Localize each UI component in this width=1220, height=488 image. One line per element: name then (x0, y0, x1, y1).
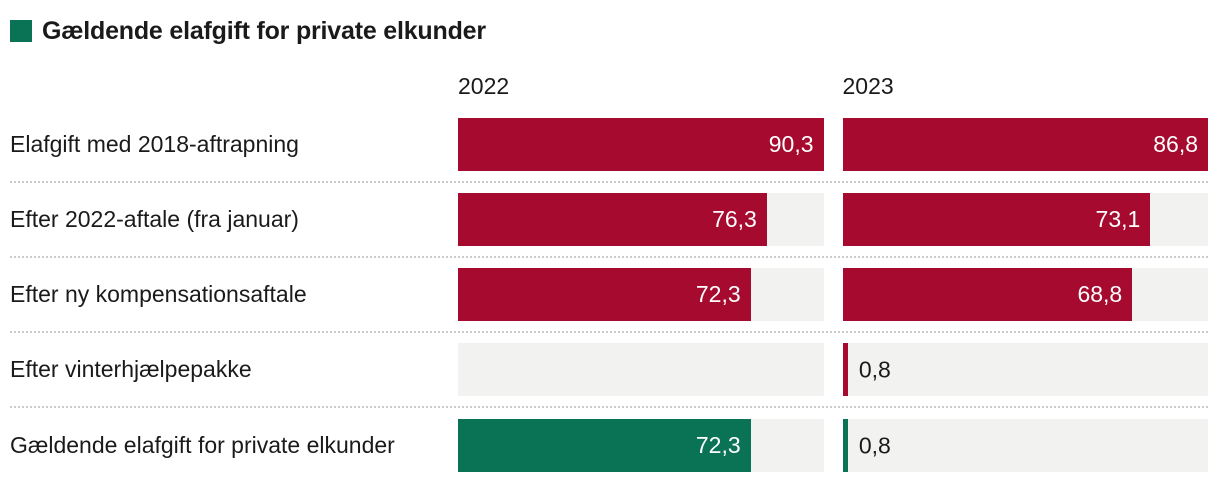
row-label: Gældende elafgift for private elkunder (10, 432, 395, 459)
bar-value-label-outside: 0,8 (858, 356, 891, 382)
bar-2022: 76,3 (458, 193, 767, 246)
chart-title: Gældende elafgift for private elkunder (42, 16, 486, 45)
bar-2023: 68,8 (842, 268, 1133, 321)
row-label: Efter 2022-aftale (fra januar) (10, 206, 299, 233)
bar-2023 (842, 343, 848, 396)
column-header-2022: 2022 (458, 73, 510, 99)
row-label: Efter vinterhjælpepakke (10, 356, 252, 383)
chart-row: Efter vinterhjælpepakke 0,8 (10, 333, 1208, 408)
bar-2022: 90,3 (458, 118, 824, 171)
bar-value-label: 72,3 (695, 281, 741, 307)
bar-2023 (842, 419, 848, 472)
bar-track-2023: 73,1 (842, 193, 1208, 246)
bar-value-label: 90,3 (768, 131, 814, 157)
bar-track-2023: 0,8 (842, 419, 1208, 472)
bar-2022: 72,3 (458, 419, 751, 472)
bar-2023: 73,1 (842, 193, 1151, 246)
bar-value-label: 76,3 (712, 206, 757, 232)
chart-row: Gældende elafgift for private elkunder 7… (10, 408, 1208, 483)
chart-row: Efter 2022-aftale (fra januar) 76,3 73,1 (10, 183, 1208, 258)
bar-track-2022: 90,3 (458, 118, 824, 171)
bar-value-label: 72,3 (695, 432, 741, 458)
bar-track-2022: 72,3 (458, 419, 824, 472)
bar-track-2023: 0,8 (842, 343, 1208, 396)
column-header-2023: 2023 (842, 73, 894, 99)
bar-value-label: 86,8 (1153, 131, 1198, 157)
bar-track-2022 (458, 343, 824, 396)
column-headers: 2022 2023 (10, 48, 1208, 108)
bar-2022: 72,3 (458, 268, 751, 321)
bar-value-label-outside: 0,8 (858, 432, 891, 458)
chart-rows: Elafgift med 2018-aftrapning 90,3 86,8 E… (10, 108, 1208, 483)
row-label: Elafgift med 2018-aftrapning (10, 131, 299, 158)
bar-track-2023: 68,8 (842, 268, 1208, 321)
chart-title-row: Gældende elafgift for private elkunder (10, 14, 1208, 48)
chart-row: Elafgift med 2018-aftrapning 90,3 86,8 (10, 108, 1208, 183)
bar-2023: 86,8 (842, 118, 1208, 171)
bar-track-2022: 76,3 (458, 193, 824, 246)
bar-track-2022: 72,3 (458, 268, 824, 321)
legend-swatch-icon (10, 20, 32, 42)
bar-value-label: 68,8 (1077, 281, 1123, 307)
chart-row: Efter ny kompensationsaftale 72,3 68,8 (10, 258, 1208, 333)
bar-value-label: 73,1 (1095, 206, 1141, 232)
row-label: Efter ny kompensationsaftale (10, 281, 307, 308)
bar-track-2023: 86,8 (842, 118, 1208, 171)
